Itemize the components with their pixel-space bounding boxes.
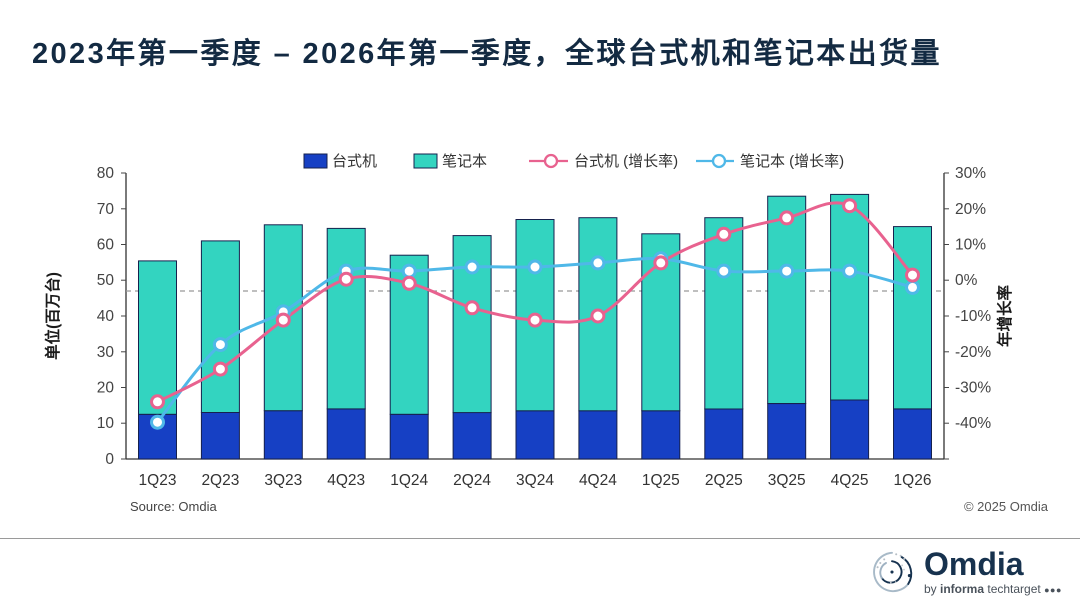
svg-text:-10%: -10%: [955, 308, 991, 325]
svg-text:20%: 20%: [955, 201, 986, 218]
svg-text:4Q23: 4Q23: [327, 472, 365, 489]
svg-text:60: 60: [97, 237, 115, 254]
svg-text:0%: 0%: [955, 272, 978, 289]
svg-text:-20%: -20%: [955, 344, 991, 361]
svg-text:30%: 30%: [955, 165, 986, 182]
svg-text:0: 0: [105, 451, 114, 468]
svg-text:4Q24: 4Q24: [579, 472, 617, 489]
svg-text:2Q24: 2Q24: [453, 472, 491, 489]
svg-text:单位(百万台): 单位(百万台): [43, 272, 62, 360]
svg-text:3Q24: 3Q24: [516, 472, 554, 489]
svg-text:70: 70: [97, 201, 115, 218]
svg-text:50: 50: [97, 272, 115, 289]
svg-text:笔记本: 笔记本: [442, 153, 487, 170]
svg-text:3Q25: 3Q25: [768, 472, 806, 489]
svg-text:10%: 10%: [955, 237, 986, 254]
svg-text:20: 20: [97, 380, 115, 397]
svg-text:80: 80: [97, 165, 115, 182]
svg-text:年增长率: 年增长率: [995, 285, 1014, 348]
svg-text:笔记本 (增长率): 笔记本 (增长率): [740, 153, 844, 170]
svg-text:台式机: 台式机: [332, 153, 377, 170]
svg-text:-30%: -30%: [955, 380, 991, 397]
svg-text:台式机 (增长率): 台式机 (增长率): [574, 153, 678, 170]
svg-text:1Q24: 1Q24: [390, 472, 428, 489]
svg-text:-40%: -40%: [955, 415, 991, 432]
svg-text:40: 40: [97, 308, 115, 325]
svg-text:3Q23: 3Q23: [264, 472, 302, 489]
svg-text:2Q23: 2Q23: [201, 472, 239, 489]
svg-text:4Q25: 4Q25: [831, 472, 869, 489]
svg-text:30: 30: [97, 344, 115, 361]
svg-text:10: 10: [97, 415, 115, 432]
svg-text:1Q23: 1Q23: [139, 472, 177, 489]
svg-text:1Q26: 1Q26: [894, 472, 932, 489]
svg-text:2Q25: 2Q25: [705, 472, 743, 489]
svg-text:1Q25: 1Q25: [642, 472, 680, 489]
